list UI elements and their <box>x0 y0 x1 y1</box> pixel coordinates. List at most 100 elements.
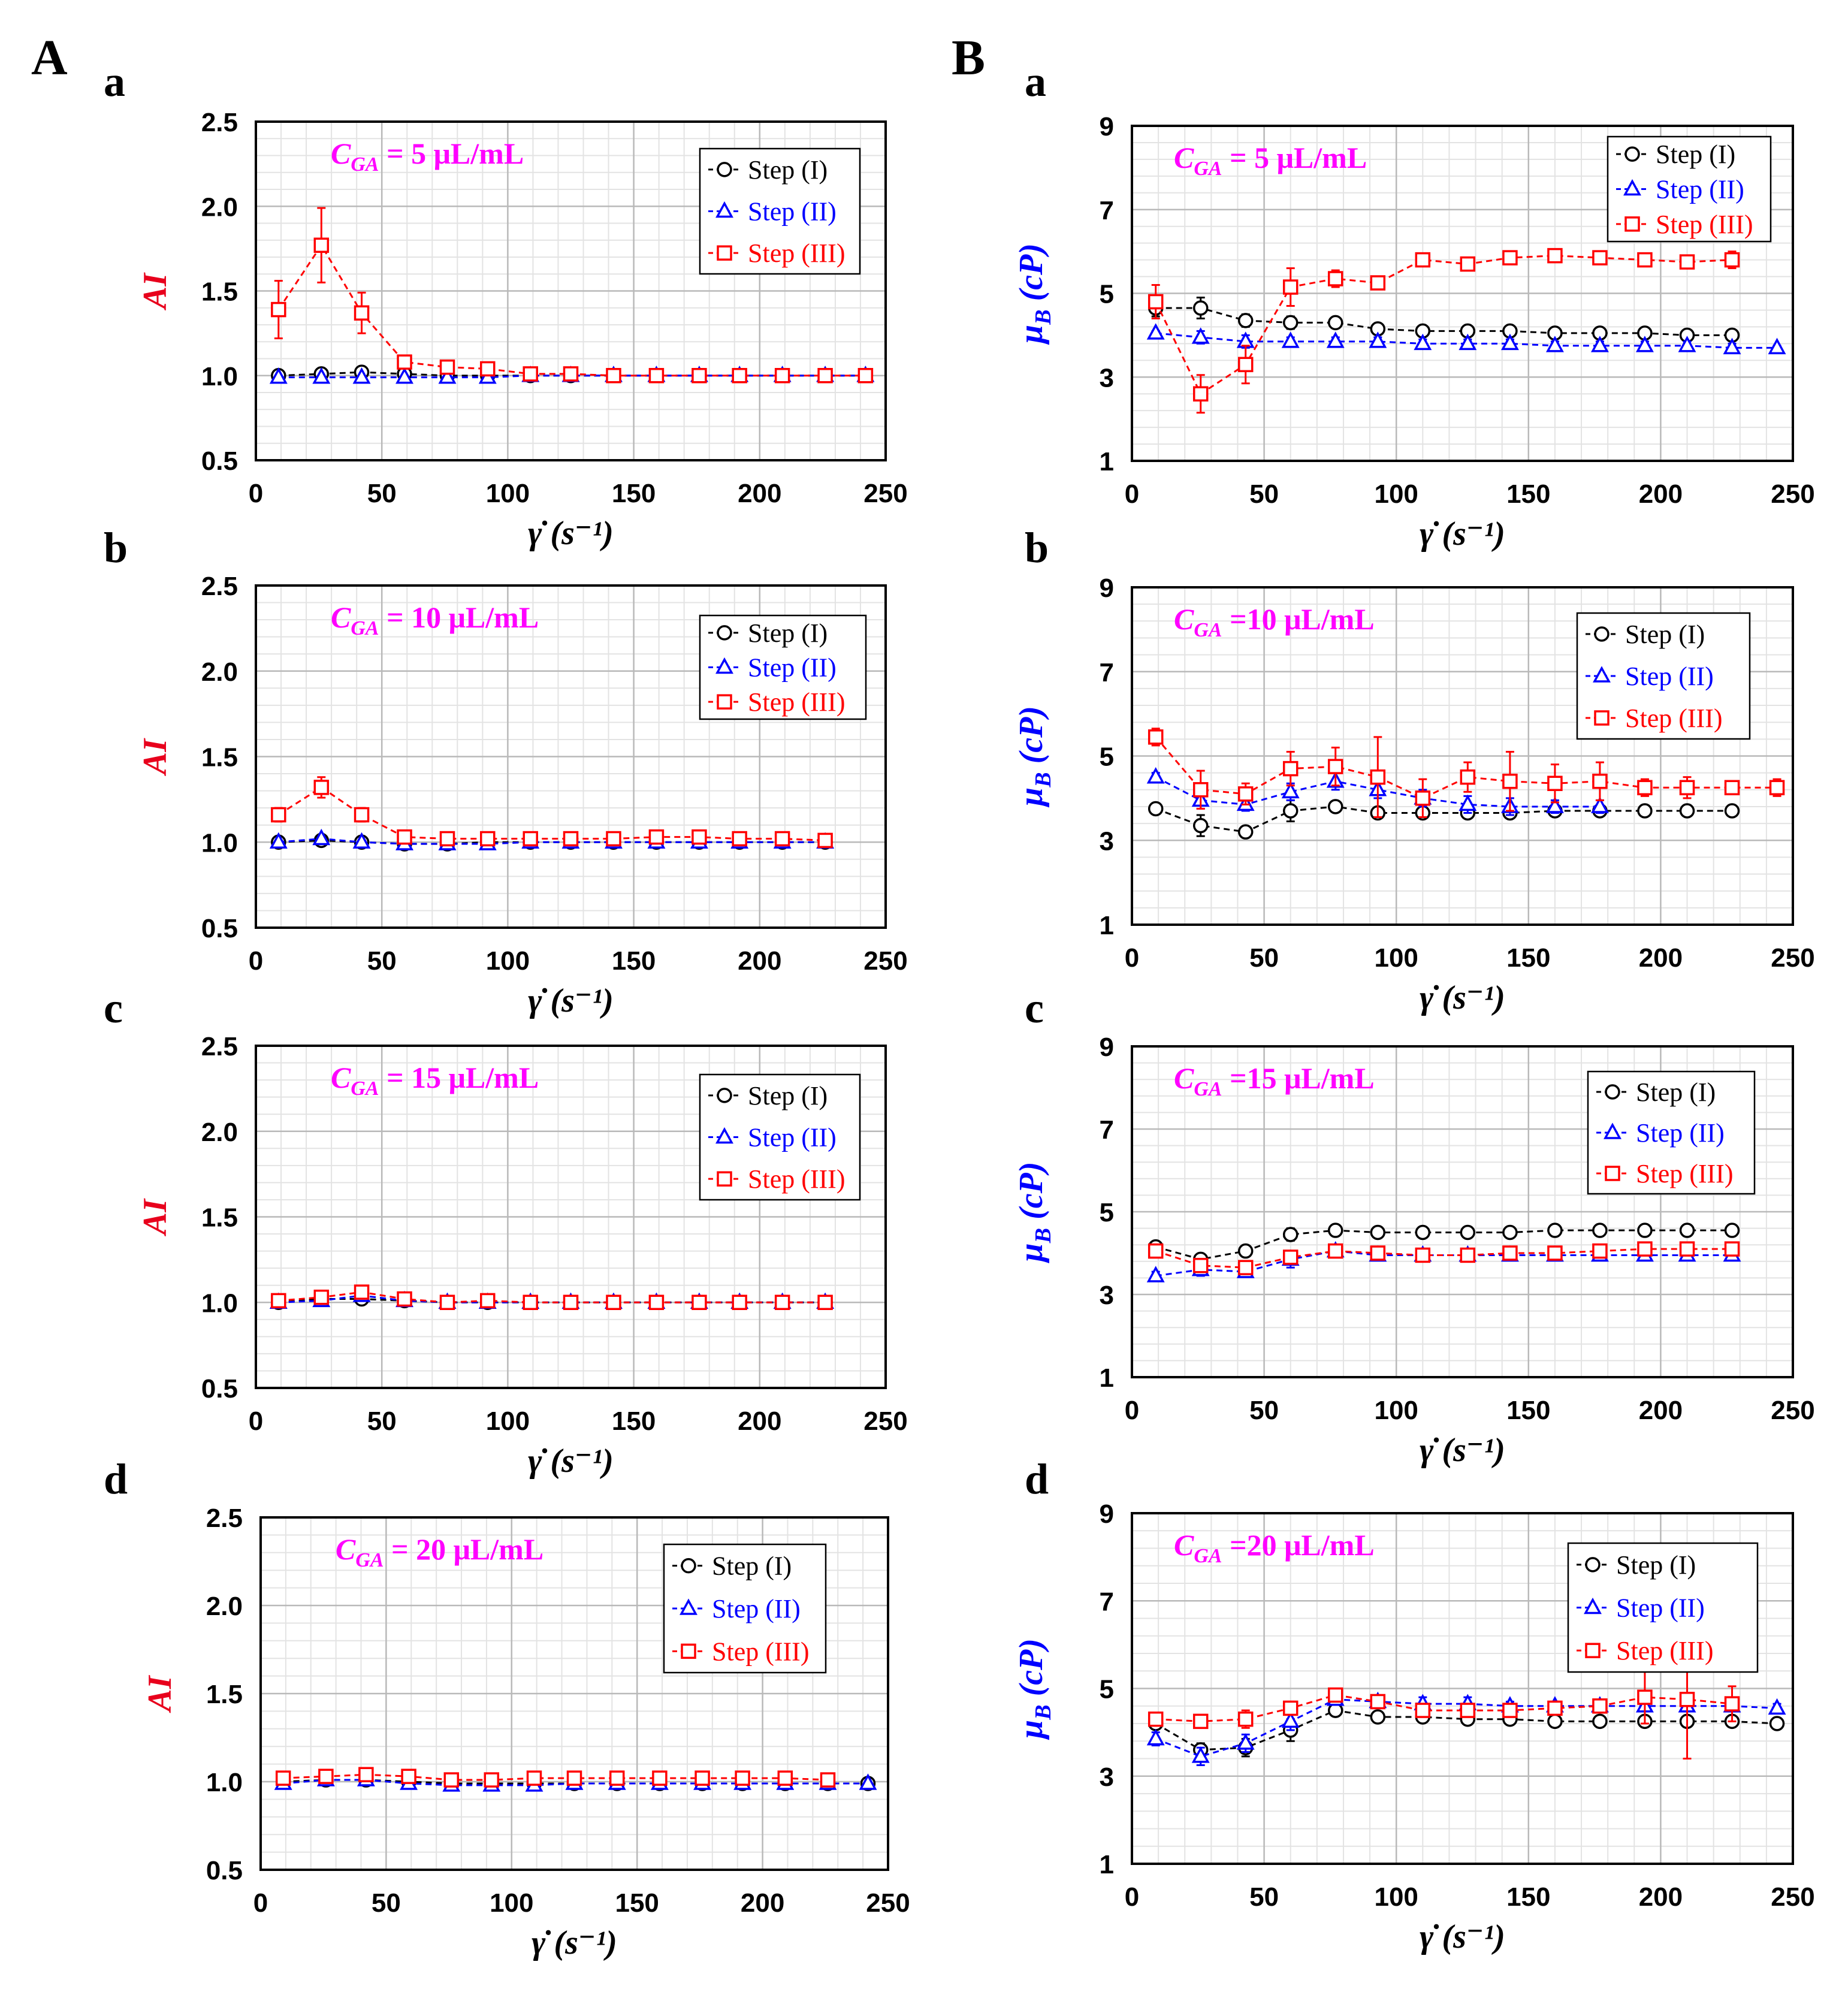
data-point <box>1191 327 1210 344</box>
x-tick-label: 250 <box>863 1407 907 1436</box>
data-point <box>859 1773 877 1790</box>
legend: Step (I) Step (II) Step (III) <box>1587 1070 1756 1195</box>
y-tick-label: 1.0 <box>201 828 238 858</box>
data-point <box>313 780 330 795</box>
data-point <box>1768 337 1786 355</box>
data-point <box>1724 252 1740 268</box>
data-point <box>606 831 621 847</box>
chart-ab: b 0 50 100 150 200 250 0.5 1.0 1.5 2.0 2.5 γ̇ (s⁻¹) A… <box>104 524 908 1019</box>
y-tick-label: 1.5 <box>201 277 238 307</box>
data-point <box>732 831 747 847</box>
annotation-c: C <box>1174 1061 1194 1095</box>
plot-frame <box>1131 125 1794 462</box>
annotation-sub: GA <box>1194 1545 1222 1567</box>
data-point <box>313 237 330 253</box>
y-tick-label: 7 <box>1100 196 1114 225</box>
series-1 <box>1148 296 1740 343</box>
y-tick-label: 2.5 <box>206 1504 243 1533</box>
plot-frame <box>1131 1512 1794 1865</box>
data-point <box>312 367 331 384</box>
legend-marker <box>715 657 733 674</box>
x-tick-label: 0 <box>249 479 263 508</box>
y-tick-label: 1.5 <box>206 1680 243 1709</box>
data-point <box>1370 275 1386 291</box>
x-tick-label: 250 <box>1771 1396 1814 1425</box>
data-point <box>523 1294 538 1310</box>
x-axis-unit: (s⁻¹) <box>550 1442 613 1480</box>
data-point <box>1460 1703 1476 1718</box>
x-tick-label: 50 <box>367 946 397 976</box>
data-point <box>1146 767 1165 784</box>
legend-marker <box>1604 1122 1621 1139</box>
legend-label: Step (II) <box>1636 1118 1725 1148</box>
x-tick-label: 250 <box>863 479 907 508</box>
chart-ac: c 0 50 100 150 200 250 0.5 1.0 1.5 2.0 2.5 γ̇ (s⁻¹) A… <box>104 984 908 1480</box>
y-tick-label: 1.0 <box>206 1768 243 1797</box>
annotation-value: =20 μL/mL <box>1222 1528 1375 1562</box>
y-tick-label: 1.5 <box>201 1203 238 1233</box>
series-line <box>1155 776 1600 808</box>
legend-label: Step (II) <box>1656 175 1744 204</box>
plot-frame <box>1131 1045 1794 1378</box>
annotation-c: C <box>331 1061 351 1094</box>
legend-marker <box>717 1171 732 1187</box>
data-point <box>1326 331 1345 348</box>
data-point <box>1237 1711 1254 1727</box>
legend-label: Step (II) <box>712 1594 801 1623</box>
y-axis-mu: μ <box>1013 1720 1050 1740</box>
y-axis-sub: B <box>1031 309 1056 325</box>
data-point <box>1679 254 1695 270</box>
x-axis-unit: (s⁻¹) <box>554 1924 617 1961</box>
plot-frame <box>255 120 887 461</box>
x-tick-label: 0 <box>1125 943 1139 973</box>
legend-label: Step (III) <box>748 1164 846 1194</box>
data-point <box>817 832 833 849</box>
data-point <box>269 832 288 849</box>
legend-marker <box>715 1127 733 1144</box>
data-point <box>820 1772 836 1788</box>
data-point <box>1679 803 1695 819</box>
data-point <box>1547 1223 1563 1238</box>
x-tick-label: 50 <box>372 1888 401 1918</box>
y-axis-label: μB (cP) <box>1013 706 1056 808</box>
series-line <box>283 1779 868 1786</box>
legend-label: Step (I) <box>1656 140 1735 169</box>
y-tick-label: 1.0 <box>201 362 238 391</box>
legend-marker <box>1623 179 1641 196</box>
y-axis-sub: B <box>1031 1704 1056 1720</box>
y-axis-unit: (cP) <box>1013 706 1050 772</box>
data-point <box>1192 386 1209 402</box>
data-point <box>1592 773 1608 789</box>
x-tick-label: 50 <box>1249 943 1279 973</box>
data-point <box>1370 1694 1386 1710</box>
annotation: CGA = 10 μL/mL <box>331 600 539 639</box>
y-tick-label: 1.0 <box>201 1288 238 1318</box>
data-point <box>1415 1224 1431 1241</box>
data-point <box>1415 1703 1431 1718</box>
legend-label: Step (II) <box>1625 662 1714 691</box>
data-point <box>271 807 286 823</box>
x-axis-label: γ̇ (s⁻¹) <box>532 1924 617 1961</box>
panel-letter-bc: c <box>1025 984 1044 1032</box>
data-point <box>1327 1243 1343 1259</box>
x-tick-label: 0 <box>1125 1882 1139 1912</box>
annotation: CGA = 5 μL/mL <box>331 137 524 176</box>
x-axis-gamma: γ̇ <box>528 515 550 552</box>
x-tick-label: 150 <box>1506 943 1550 973</box>
data-point <box>1370 769 1386 785</box>
x-tick-label: 150 <box>1506 1882 1550 1912</box>
x-tick-label: 50 <box>367 479 397 508</box>
data-point <box>1327 1223 1343 1238</box>
legend: Step (I) Step (II) Step (III) <box>699 1073 861 1201</box>
y-axis-label: AI <box>137 272 174 310</box>
data-point <box>1724 1696 1740 1712</box>
annotation: CGA = 5 μL/mL <box>1174 141 1367 180</box>
data-point <box>1635 336 1654 352</box>
data-point <box>1192 817 1209 834</box>
annotation-c: C <box>1174 141 1194 174</box>
legend-label: Step (I) <box>1636 1078 1716 1107</box>
data-point <box>1724 780 1740 796</box>
data-point <box>1592 1713 1608 1730</box>
chart-bd: d 0 50 100 150 200 250 1 3 5 7 9 γ̇ (s⁻¹) μB (cP) CGA … <box>1013 1455 1815 1955</box>
x-axis-label: γ̇ (s⁻¹) <box>1420 1918 1505 1955</box>
